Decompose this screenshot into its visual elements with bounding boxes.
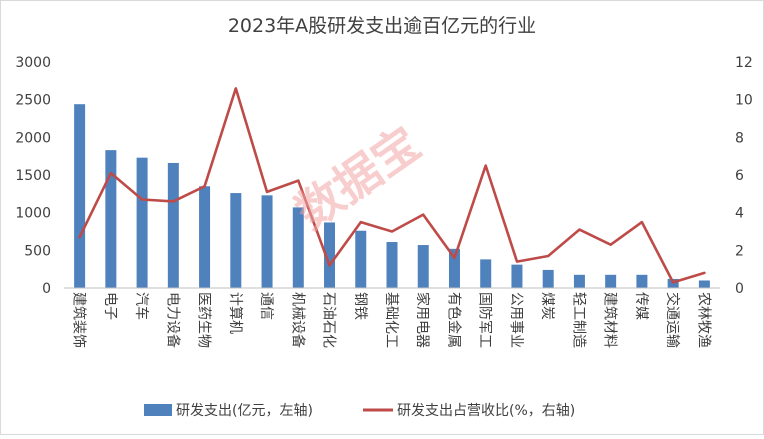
bar (74, 104, 85, 288)
bar (605, 275, 616, 288)
x-tick-label: 建筑材料 (602, 292, 618, 348)
bar (262, 195, 273, 288)
x-tick-label: 建筑装饰 (71, 292, 87, 348)
x-tick-label: 电力设备 (164, 292, 181, 348)
y-right-tick-label: 4 (735, 206, 744, 222)
x-tick-label: 机械设备 (289, 292, 306, 348)
y-left-tick-label: 0 (42, 281, 51, 297)
x-tick-label: 钢铁 (352, 292, 368, 320)
x-tick-label: 交通运输 (664, 292, 681, 348)
y-right-tick-label: 10 (735, 93, 753, 109)
bar (355, 231, 366, 288)
y-left-tick-label: 500 (24, 243, 51, 259)
y-right-tick-label: 6 (735, 168, 744, 184)
legend-line-label: 研发支出占营收比(%，右轴) (397, 403, 575, 419)
bar (511, 265, 522, 288)
y-right-tick-label: 12 (735, 55, 753, 71)
x-tick-label: 国防军工 (477, 292, 493, 348)
x-tick-label: 传媒 (633, 292, 649, 320)
y-left-tick-label: 2500 (15, 93, 51, 109)
y-right-tick-label: 0 (735, 281, 744, 297)
x-tick-label: 农林牧渔 (695, 292, 711, 348)
bar (480, 259, 491, 288)
x-tick-label: 家用电器 (414, 292, 431, 348)
x-tick-label: 基础化工 (383, 292, 400, 348)
chart-title: 2023年A股研发支出逾百亿元的行业 (228, 15, 536, 37)
bar (387, 242, 398, 288)
bar (199, 186, 210, 288)
x-axis: 建筑装饰电子汽车电力设备医药生物计算机通信机械设备石油石化钢铁基础化工家用电器有… (64, 288, 720, 348)
x-tick-label: 汽车 (133, 292, 150, 320)
bar (230, 193, 241, 288)
y-left-tick-label: 1000 (15, 206, 51, 222)
y-left-tick-label: 1500 (15, 168, 51, 184)
bar (105, 150, 116, 288)
legend-bar-swatch (144, 404, 172, 416)
legend-bar-label: 研发支出(亿元，左轴) (176, 403, 313, 419)
y-axis-right: 0 2 4 6 8 10 12 (735, 55, 753, 297)
x-tick-label: 公用事业 (508, 292, 524, 348)
x-tick-label: 计算机 (227, 292, 243, 334)
legend: 研发支出(亿元，左轴) 研发支出占营收比(%，右轴) (144, 403, 575, 419)
x-tick-label: 石油石化 (321, 292, 337, 348)
bar (636, 275, 647, 288)
watermark: 数据宝 (286, 116, 430, 239)
x-tick-label: 电子 (102, 292, 118, 320)
y-right-tick-label: 8 (735, 130, 744, 146)
bar (699, 280, 710, 288)
y-left-tick-label: 3000 (15, 55, 51, 71)
x-tick-label: 有色金属 (446, 292, 463, 348)
y-axis-left: 0 500 1000 1500 2000 2500 3000 (15, 55, 51, 297)
bar (543, 270, 554, 288)
bar (418, 245, 429, 288)
bar (574, 275, 585, 288)
x-tick-label: 通信 (258, 292, 274, 320)
x-tick-label: 煤炭 (539, 292, 555, 320)
x-tick-label: 医药生物 (196, 292, 212, 348)
x-tick-label: 轻工制造 (570, 292, 586, 348)
bar (137, 158, 148, 288)
bar (168, 163, 179, 288)
y-right-tick-label: 2 (735, 243, 744, 259)
y-left-tick-label: 2000 (15, 130, 51, 146)
